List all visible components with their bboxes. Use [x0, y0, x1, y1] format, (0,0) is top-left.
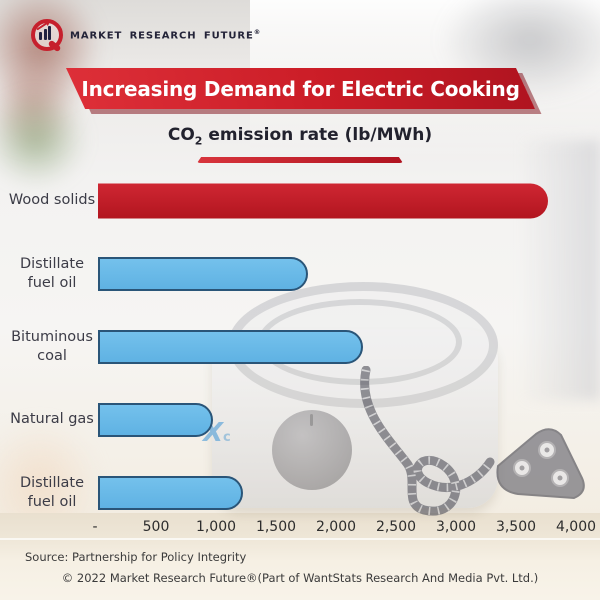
x-tick-label: 1,000 [195, 519, 237, 535]
power-plug [496, 428, 585, 500]
bar-bituminous-coal-2 [98, 329, 364, 364]
background-counter-edge [0, 538, 600, 540]
bar-distillate-fuel-oil-4 [98, 475, 244, 510]
bar-area [98, 164, 600, 237]
chart-row: Natural gas [0, 383, 600, 456]
registered-mark: ® [253, 28, 261, 37]
x-tick-label: 4,000 [555, 519, 597, 535]
x-tick-label: 2,000 [315, 519, 357, 535]
page-title: Increasing Demand for Electric Cooking [81, 76, 520, 101]
bar-wood-solids-0 [98, 183, 548, 218]
bar-distillate-fuel-oil-1 [98, 256, 308, 291]
copyright-note: © 2022 Market Research Future®(Part of W… [61, 571, 539, 585]
x-tick-label: 3,000 [435, 519, 477, 535]
subscript-2: 2 [194, 134, 203, 148]
bar-chart: Wood solids Distillate fuel oil Bituminous… [0, 164, 600, 529]
category-label: Distillate fuel oil [19, 256, 84, 291]
bar-natural-gas-3 [98, 402, 214, 437]
hotplate-knob-notch [310, 414, 313, 426]
chart-row: Distillate fuel oil [0, 456, 600, 529]
chart-title: CO2 emission rate (lb/MWh) [167, 125, 433, 148]
category-label: Natural gas [10, 411, 94, 428]
x-axis: - 500 1,000 1,500 2,000 2,500 3,000 3,500 4,000 [0, 519, 600, 539]
x-tick-label: 1,500 [255, 519, 297, 535]
x-tick-label: 500 [142, 519, 170, 535]
logo-chart-bar [48, 26, 51, 40]
chart-row: Bituminous coal [0, 310, 600, 383]
background-countertop [0, 513, 600, 600]
x-tick-label: - [92, 519, 98, 535]
title-banner: Increasing Demand for Electric Cooking [66, 68, 536, 109]
x-tick-label: 3,500 [495, 519, 537, 535]
background-plant [0, 92, 86, 187]
category-label: Wood solids [8, 192, 96, 209]
bar-area [98, 310, 600, 383]
category-label: Bituminous coal [11, 329, 93, 364]
logo-chart-bar [43, 29, 47, 40]
source-note: Source: Partnership for Policy Integrity [25, 550, 247, 564]
power-cord-illustration [360, 366, 585, 516]
bar-area [98, 456, 600, 529]
x-tick-label: 2,500 [375, 519, 417, 535]
bar-area [98, 237, 600, 310]
bar-area [98, 383, 600, 456]
logo-chart-bar [39, 32, 42, 40]
hotplate-knob [272, 410, 352, 490]
chart-title-underline [197, 157, 403, 163]
magnifier-chart-icon [28, 16, 63, 54]
brand-name: MARKET RESEARCH FUTURE® [70, 28, 261, 42]
chart-row: Distillate fuel oil [0, 237, 600, 310]
category-label: Distillate fuel oil [19, 475, 84, 510]
brand-logo: MARKET RESEARCH FUTURE® [28, 16, 260, 54]
chart-row: Wood solids [0, 164, 600, 237]
